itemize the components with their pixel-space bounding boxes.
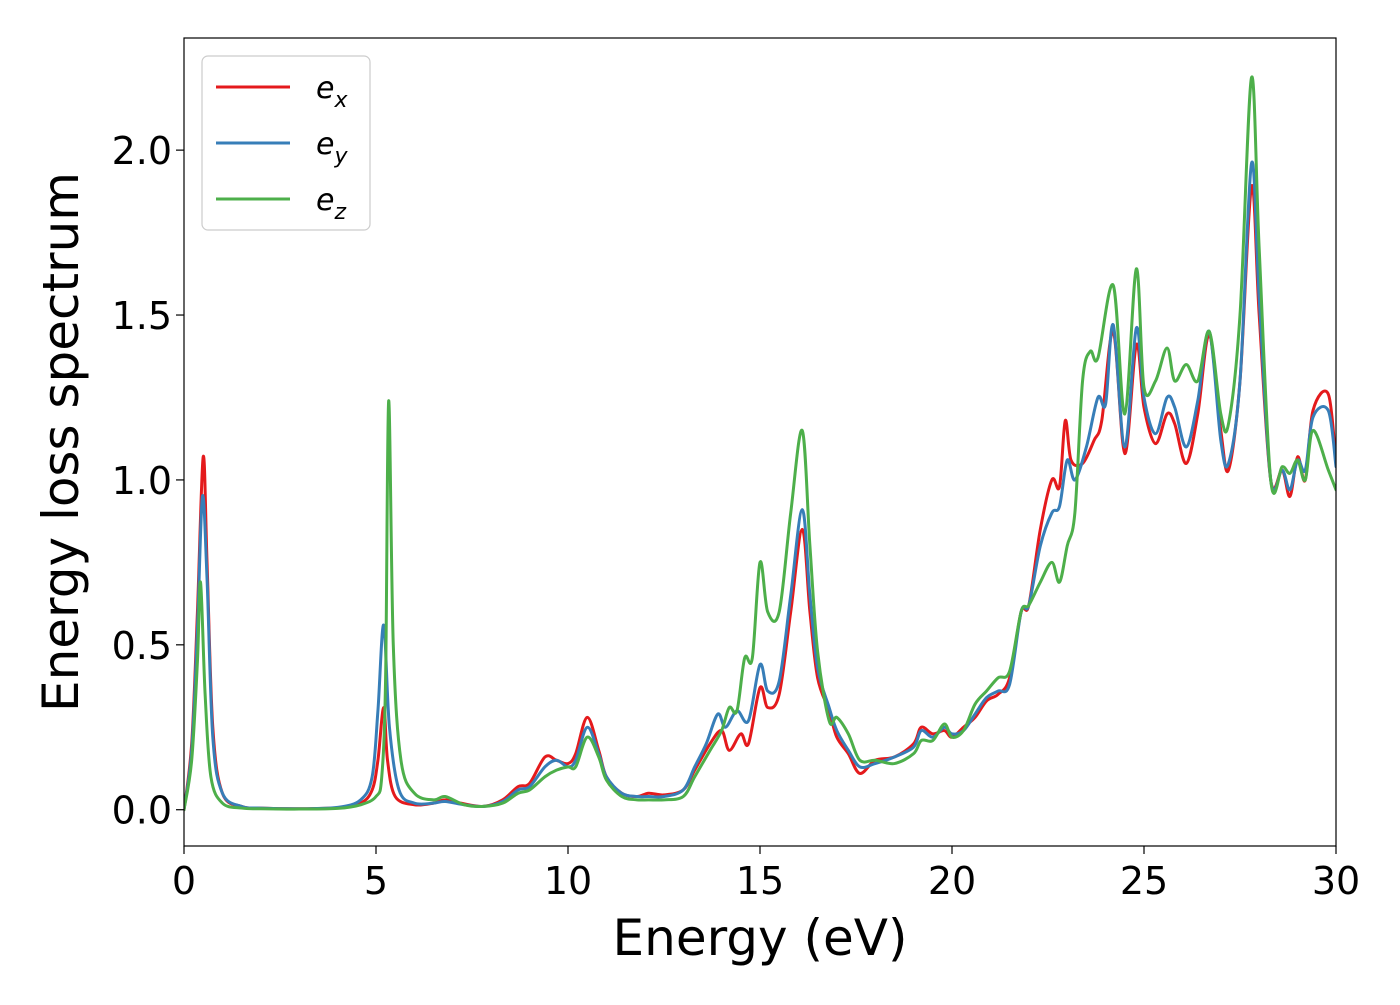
x-tick-label: 10 <box>544 859 592 903</box>
y-tick-label: 2.0 <box>112 129 172 173</box>
legend-label-z: ez <box>316 183 346 225</box>
y-tick-label: 0.0 <box>112 789 172 833</box>
x-axis-ticks: 0 5 10 15 20 25 30 <box>172 846 1360 903</box>
series-line-y <box>184 160 1336 812</box>
series-line-z <box>184 75 1336 812</box>
legend: ex ey ez <box>201 55 371 231</box>
y-tick-label: 1.5 <box>112 294 172 338</box>
x-tick-label: 0 <box>172 859 196 903</box>
x-tick-label: 5 <box>364 859 388 903</box>
legend-label-y: ey <box>316 127 348 169</box>
series-line-x <box>184 184 1336 812</box>
legend-label-x: ex <box>316 71 348 113</box>
plot-area <box>184 75 1336 812</box>
y-axis-label: Energy loss spectrum <box>32 172 90 712</box>
x-tick-label: 25 <box>1120 859 1168 903</box>
x-tick-label: 20 <box>928 859 976 903</box>
y-axis-ticks: 0.0 0.5 1.0 1.5 2.0 <box>112 129 184 833</box>
x-axis-label: Energy (eV) <box>613 909 908 967</box>
x-tick-label: 15 <box>736 859 784 903</box>
x-tick-label: 30 <box>1312 859 1360 903</box>
y-tick-label: 0.5 <box>112 624 172 668</box>
y-tick-label: 1.0 <box>112 459 172 503</box>
